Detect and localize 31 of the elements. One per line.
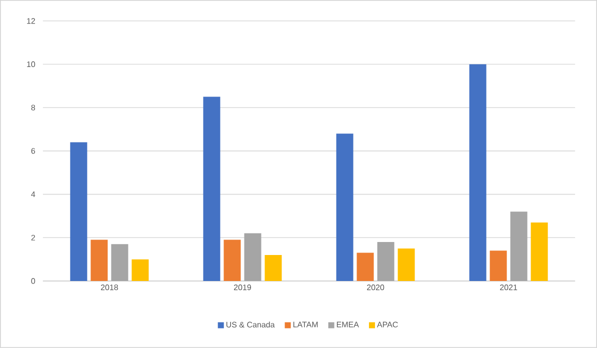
bar (203, 96, 220, 282)
bar (70, 142, 88, 282)
bar (356, 252, 374, 282)
legend-label: US & Canada (226, 322, 275, 328)
legend-label: APAC (376, 322, 398, 328)
legend-label: EMEA (336, 322, 359, 328)
y-tick-label: 2 (31, 234, 35, 240)
bar (244, 233, 262, 282)
bar (490, 250, 507, 282)
bar (377, 242, 394, 282)
bar (469, 64, 486, 282)
y-tick-label: 0 (31, 278, 36, 284)
bar (336, 134, 354, 282)
bar (90, 240, 108, 282)
bar (132, 259, 149, 282)
y-tick-label: 8 (31, 104, 36, 110)
bar (264, 255, 282, 282)
x-tick-label: 2021 (500, 284, 518, 290)
x-tick-label: 2018 (100, 284, 118, 290)
bar (111, 244, 128, 282)
y-tick-label: 4 (31, 192, 36, 198)
legend-label: LATAM (293, 322, 318, 328)
bar (510, 212, 528, 282)
bar (530, 222, 548, 282)
bar (398, 248, 415, 282)
x-tick-label: 2019 (234, 284, 251, 290)
y-tick-label: 12 (27, 18, 35, 24)
bar (224, 240, 241, 282)
y-tick-label: 6 (31, 148, 36, 154)
x-tick-label: 2020 (367, 284, 384, 290)
y-tick-label: 10 (27, 61, 36, 68)
